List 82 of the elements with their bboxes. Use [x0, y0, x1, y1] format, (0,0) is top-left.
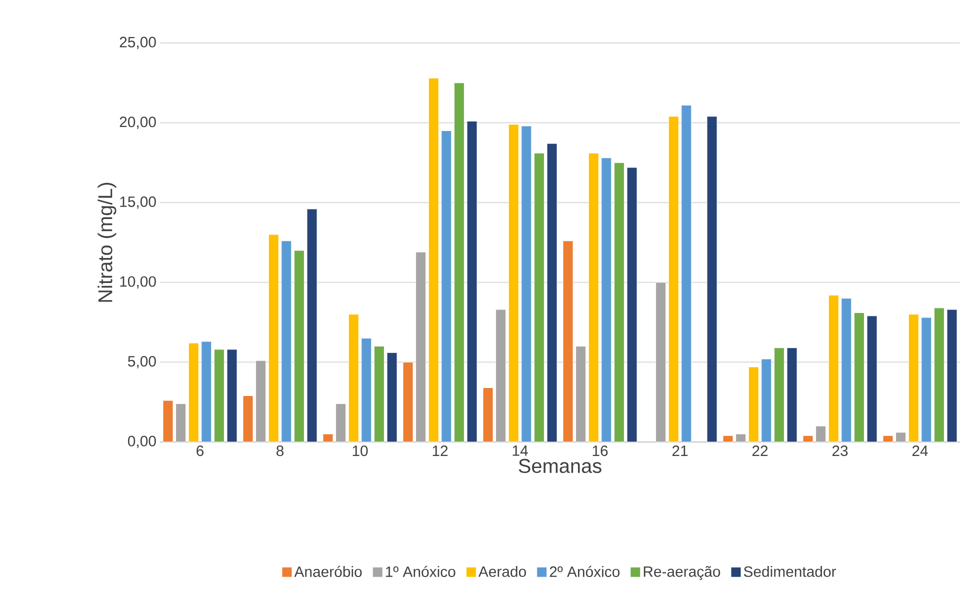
bar	[268, 234, 279, 442]
bar	[336, 403, 346, 442]
y-tick-label: 25,00	[120, 36, 156, 50]
bar	[601, 158, 612, 442]
legend-label: 1º Anóxico	[386, 566, 456, 578]
bar	[896, 432, 906, 442]
bar	[348, 314, 359, 442]
x-tick-label: 22	[752, 446, 768, 456]
x-tick-label: 8	[276, 446, 284, 456]
y-axis-title: Nitrato (mg/L)	[98, 182, 116, 302]
bar	[214, 349, 224, 442]
x-tick-label: 14	[512, 446, 528, 456]
x-axis-title: Semanas	[518, 458, 602, 474]
bar	[226, 349, 238, 442]
y-tick-label: 0,00	[128, 436, 156, 448]
legend-label: 2º Anóxico	[550, 566, 620, 578]
bar	[162, 400, 174, 442]
y-tick-label: 5,00	[128, 356, 156, 368]
legend-label: Re-aeração	[644, 566, 720, 580]
bar	[546, 143, 558, 442]
bar	[588, 152, 599, 442]
bar	[466, 120, 478, 442]
bar	[841, 298, 852, 442]
bar	[534, 152, 544, 442]
bar	[681, 104, 692, 442]
bar	[866, 316, 878, 442]
bar	[256, 360, 266, 442]
y-tick-label: 15,00	[120, 196, 156, 209]
bar	[722, 435, 734, 442]
bar	[761, 358, 772, 442]
x-tick-label: 24	[912, 446, 928, 456]
bar	[908, 314, 919, 442]
bar	[416, 252, 426, 442]
bar	[322, 434, 334, 442]
bar	[946, 309, 958, 442]
x-tick-label: 16	[592, 446, 608, 456]
bar	[736, 434, 746, 442]
legend-label: Anaeróbio	[294, 566, 362, 578]
bar	[521, 126, 532, 442]
bar	[576, 346, 586, 442]
x-tick-label: 23	[832, 446, 848, 456]
bar	[668, 116, 679, 442]
bar	[402, 362, 414, 442]
bar	[854, 312, 864, 442]
x-tick-label: 12	[432, 446, 448, 456]
bar	[921, 317, 932, 442]
legend-label: Aerado	[478, 566, 526, 577]
bar	[428, 78, 439, 442]
bar	[441, 130, 452, 442]
bar	[361, 338, 372, 442]
bar	[508, 124, 519, 442]
bar	[374, 346, 384, 442]
bar	[454, 82, 464, 442]
bar	[386, 352, 398, 442]
legend-label: Sedimentador	[744, 566, 836, 577]
bar	[774, 348, 784, 442]
bar	[281, 240, 292, 442]
bar	[242, 395, 254, 442]
bar	[626, 167, 638, 442]
bar	[786, 348, 798, 442]
y-tick-label: 20,00	[120, 116, 156, 129]
x-tick-label: 10	[352, 446, 368, 456]
bar	[176, 403, 186, 442]
bar	[828, 294, 839, 442]
bar	[748, 366, 759, 442]
bar	[562, 240, 574, 442]
bar	[201, 341, 212, 442]
bar	[706, 116, 718, 442]
bar	[656, 282, 666, 442]
bar	[188, 342, 199, 442]
bar	[306, 208, 318, 442]
bar	[294, 250, 304, 442]
bar	[614, 162, 624, 442]
bar	[934, 308, 944, 442]
bar	[882, 435, 894, 442]
bar	[496, 309, 506, 442]
x-tick-label: 6	[196, 446, 204, 456]
bar	[482, 387, 494, 442]
x-tick-label: 21	[672, 446, 688, 456]
bar	[816, 426, 826, 442]
bar	[802, 435, 814, 442]
y-tick-label: 10,00	[120, 276, 156, 289]
